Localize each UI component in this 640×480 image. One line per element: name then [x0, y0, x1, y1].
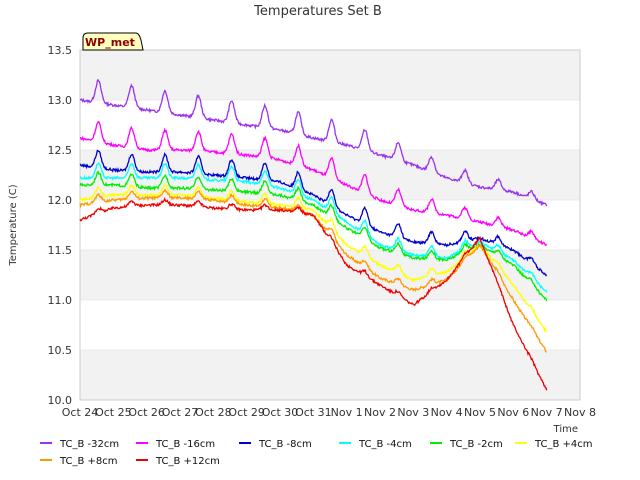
- x-tick-label: Nov 8: [564, 406, 596, 419]
- series-layer: [79, 78, 548, 391]
- x-tick-label: Nov 2: [364, 406, 396, 419]
- y-tick-label: 11.5: [48, 244, 73, 257]
- y-tick-label: 13.5: [48, 44, 73, 57]
- legend-label: TC_B -8cm: [258, 439, 312, 450]
- legend-item: TC_B -8cm: [239, 439, 312, 450]
- series-line: [79, 78, 548, 207]
- x-tick-label: Nov 4: [431, 406, 463, 419]
- x-tick-label: Oct 28: [195, 406, 232, 419]
- legend-item: TC_B -2cm: [430, 439, 503, 450]
- chart-title: Temperatures Set B: [253, 4, 382, 19]
- series-line: [79, 161, 548, 293]
- x-axis-label: Time: [553, 424, 578, 435]
- x-tick-label: Nov 7: [531, 406, 563, 419]
- legend-item: TC_B +8cm: [40, 456, 118, 467]
- legend-label: TC_B -4cm: [358, 439, 412, 450]
- legend-item: TC_B -4cm: [339, 439, 412, 450]
- legend-label: TC_B +8cm: [59, 456, 118, 467]
- legend-item: TC_B +4cm: [515, 439, 593, 450]
- x-tick-label: Oct 31: [295, 406, 332, 419]
- legend-label: TC_B +12cm: [155, 456, 220, 467]
- y-tick-label: 12.0: [48, 194, 73, 207]
- x-tick-label: Oct 29: [228, 406, 265, 419]
- wp-met-badge: WP_met: [82, 32, 144, 51]
- x-tick-label: Oct 25: [95, 406, 132, 419]
- grid-band: [80, 350, 580, 400]
- series-line: [79, 170, 548, 302]
- x-tick-label: Oct 27: [162, 406, 199, 419]
- x-tick-label: Nov 5: [464, 406, 496, 419]
- grid-bands: [80, 49, 580, 401]
- legend-label: TC_B -32cm: [59, 439, 119, 450]
- legend-item: TC_B +12cm: [136, 456, 220, 467]
- y-tick-label: 12.5: [48, 144, 73, 157]
- wp-met-badge-label: WP_met: [85, 36, 135, 49]
- grid-band: [80, 250, 580, 300]
- y-tick-label: 11.0: [48, 294, 73, 307]
- series-line: [79, 197, 548, 391]
- legend-item: TC_B -16cm: [136, 439, 215, 450]
- legend-label: TC_B +4cm: [534, 439, 593, 450]
- legend: TC_B -32cm TC_B -16cm TC_B -8cm TC_B -4cm TC…: [40, 439, 593, 467]
- y-tick-label: 10.0: [48, 394, 73, 407]
- grid-band: [80, 150, 580, 200]
- legend-label: TC_B -2cm: [449, 439, 503, 450]
- y-axis-ticks: 10.0 10.5 11.0 11.5 12.0 12.5 13.0 13.5: [48, 44, 73, 407]
- x-tick-label: Oct 26: [128, 406, 165, 419]
- y-axis-label: Temperature (C): [8, 184, 19, 266]
- x-tick-label: Nov 3: [397, 406, 429, 419]
- series-line: [79, 120, 548, 247]
- legend-item: TC_B -32cm: [40, 439, 119, 450]
- y-tick-label: 10.5: [48, 344, 73, 357]
- x-tick-label: Nov 6: [497, 406, 529, 419]
- plot-frame: [79, 49, 581, 401]
- x-tick-label: Oct 24: [62, 406, 99, 419]
- grid-band: [80, 50, 580, 100]
- x-tick-label: Oct 30: [262, 406, 299, 419]
- legend-label: TC_B -16cm: [155, 439, 215, 450]
- series-line: [79, 149, 548, 277]
- x-tick-label: Nov 1: [331, 406, 363, 419]
- y-tick-label: 13.0: [48, 94, 73, 107]
